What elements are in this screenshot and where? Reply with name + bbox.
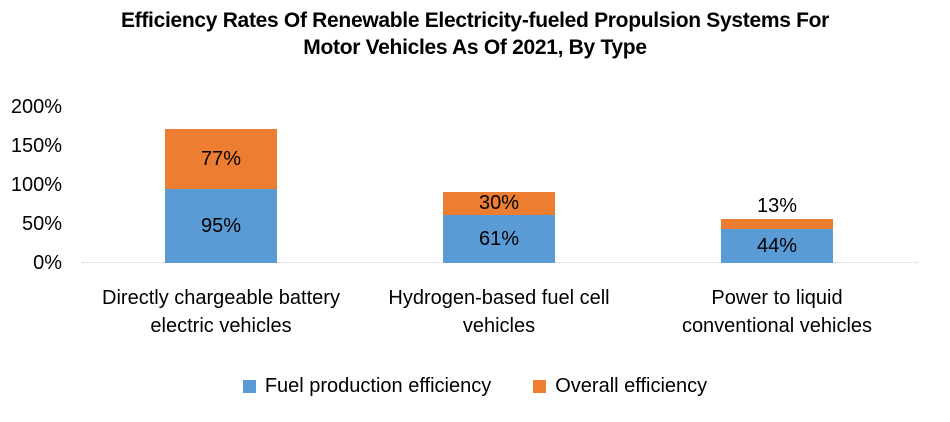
- chart-title: Efficiency Rates Of Renewable Electricit…: [0, 7, 950, 61]
- y-axis-tick-label: 0%: [33, 252, 62, 274]
- x-axis-category-label: Directly chargeable battery electric vehi…: [102, 287, 340, 337]
- y-axis-tick-label: 50%: [21, 213, 62, 235]
- y-axis-tick-label: 100%: [10, 174, 62, 196]
- chart-title-line2: Motor Vehicles As Of 2021, By Type: [303, 36, 647, 59]
- bar-segment-overall-efficiency: [721, 219, 833, 229]
- legend-item-fuel-production-efficiency: Fuel production efficiency: [242, 375, 492, 398]
- bar-segment-fuel-production-efficiency: 61%: [443, 215, 555, 263]
- legend-label-fuel-production-efficiency: Fuel production efficiency: [264, 375, 492, 397]
- bar-segment-overall-efficiency-outside-label: 13%: [756, 195, 798, 217]
- chart-title-line1: Efficiency Rates Of Renewable Electricit…: [120, 9, 830, 32]
- x-axis-category-label: Power to liquid conventional vehicles: [681, 287, 873, 337]
- legend-swatch-blue-icon: [242, 380, 256, 393]
- bar-segment-overall-efficiency: 77%: [165, 129, 277, 189]
- bar-segment-fuel-production-efficiency: 95%: [165, 189, 277, 263]
- legend-item-overall-efficiency: Overall efficiency: [533, 375, 707, 398]
- legend: Fuel production efficiency Overall effic…: [0, 375, 950, 398]
- bar-segment-fuel-production-efficiency: 44%: [721, 229, 833, 263]
- legend-swatch-orange-icon: [533, 380, 547, 393]
- x-axis-category-label: Hydrogen-based fuel cell vehicles: [388, 287, 610, 337]
- bar-segment-overall-efficiency: 30%: [443, 192, 555, 215]
- y-axis-tick-label: 150%: [10, 135, 62, 157]
- y-axis-tick-label: 200%: [10, 96, 62, 118]
- legend-label-overall-efficiency: Overall efficiency: [555, 375, 708, 397]
